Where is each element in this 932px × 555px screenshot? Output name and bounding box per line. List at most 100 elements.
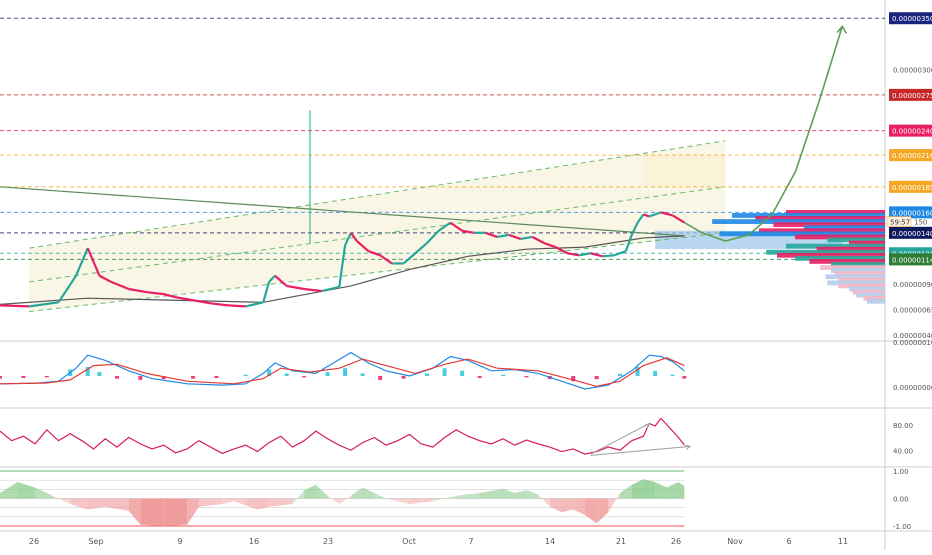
macd-histogram-bar bbox=[594, 376, 599, 380]
price-segment bbox=[402, 252, 417, 265]
price-segment bbox=[531, 235, 545, 245]
price-segment bbox=[426, 230, 440, 244]
price-axis-label: 0.00000040 bbox=[893, 332, 932, 340]
price-segment bbox=[578, 252, 591, 257]
osc-area-segment bbox=[409, 498, 433, 504]
price-segment bbox=[98, 274, 112, 283]
price-segment bbox=[304, 287, 322, 293]
price-segment bbox=[321, 285, 340, 293]
price-segment bbox=[228, 304, 246, 308]
time-axis-label: Sep bbox=[88, 537, 103, 546]
price-segment bbox=[567, 252, 580, 257]
price-segment bbox=[286, 284, 305, 291]
volume-profile-bar bbox=[831, 262, 885, 267]
price-segment bbox=[438, 221, 452, 232]
price-segment bbox=[338, 244, 347, 288]
price-segment bbox=[57, 275, 77, 303]
price-segment bbox=[636, 213, 645, 224]
osc-area-segment bbox=[362, 487, 375, 499]
channel-line-middle bbox=[29, 186, 726, 283]
macd-histogram-bar bbox=[670, 374, 675, 376]
macd-axis-label: 0.00000010 bbox=[893, 339, 932, 347]
macd-axis-label: 0.00000000 bbox=[893, 384, 932, 392]
osc-area-segment bbox=[479, 488, 504, 499]
volume-profile-bar bbox=[816, 246, 885, 252]
price-badge-label: 0.00000240 bbox=[892, 128, 932, 136]
price-segment bbox=[268, 274, 276, 283]
price-segment bbox=[379, 254, 393, 265]
rsi-trend-arrowhead bbox=[685, 444, 692, 450]
volume-profile-bar bbox=[755, 216, 885, 221]
volume-profile-bar bbox=[804, 225, 885, 231]
osc-area-segment bbox=[386, 498, 410, 504]
time-axis-label: Nov bbox=[727, 537, 743, 546]
osc-area-segment bbox=[52, 495, 71, 504]
countdown-badge bbox=[886, 216, 912, 227]
osc-area-segment bbox=[561, 498, 574, 513]
price-axis-label: 0.00000065 bbox=[893, 306, 932, 314]
price-segment bbox=[624, 234, 633, 252]
volume-profile-bar bbox=[786, 209, 885, 215]
osc-area-segment bbox=[233, 498, 246, 506]
rsi-line bbox=[0, 417, 685, 455]
osc-area-segment bbox=[17, 482, 36, 499]
macd-histogram-bar bbox=[682, 376, 687, 379]
price-segment bbox=[630, 222, 639, 236]
macd-histogram-bar bbox=[425, 373, 429, 376]
macd-line bbox=[0, 351, 685, 390]
time-axis-label: 14 bbox=[545, 537, 555, 546]
price-segment bbox=[75, 247, 89, 277]
macd-histogram-bar bbox=[524, 376, 529, 378]
time-axis-label: Oct bbox=[402, 537, 416, 546]
macd-histogram-bar bbox=[501, 374, 506, 376]
volume-profile-bar bbox=[825, 274, 885, 280]
forecast-arrowhead bbox=[836, 24, 847, 34]
osc-area-segment bbox=[327, 495, 340, 504]
osc-area-segment bbox=[549, 498, 562, 513]
price-badge-label: 0.00000114 bbox=[892, 256, 932, 264]
channel-line-upper bbox=[29, 140, 726, 249]
osc-area-segment bbox=[0, 482, 18, 499]
macd-histogram-bar bbox=[477, 376, 482, 379]
price-segment bbox=[520, 235, 533, 241]
macd-histogram-bar bbox=[618, 373, 623, 376]
macd-histogram-bar bbox=[243, 374, 248, 376]
osc-area-segment bbox=[526, 490, 539, 499]
time-axis-label: 16 bbox=[249, 537, 259, 546]
price-segment bbox=[672, 214, 685, 224]
osc-area-segment bbox=[163, 498, 188, 526]
time-axis-label: 26 bbox=[671, 537, 681, 546]
osc-area-segment bbox=[350, 487, 363, 499]
macd-histogram-bar bbox=[302, 376, 307, 378]
macd-histogram-bar bbox=[214, 376, 219, 379]
volume-profile-bar bbox=[719, 231, 885, 237]
osc-area-segment bbox=[257, 498, 270, 510]
volume-profile-bar bbox=[712, 219, 885, 224]
volume-profile-bar bbox=[838, 277, 885, 283]
price-segment bbox=[86, 247, 101, 277]
price-segment bbox=[262, 281, 271, 303]
volume-profile-bar bbox=[795, 234, 885, 240]
macd-histogram-bar bbox=[44, 376, 49, 378]
price-segment bbox=[449, 221, 463, 232]
osc-area-segment bbox=[666, 482, 679, 499]
volume-profile-bar bbox=[827, 280, 885, 286]
macd-histogram-bar bbox=[360, 373, 365, 376]
osc-area-segment bbox=[643, 479, 656, 499]
rsi-trend-arrowhead bbox=[644, 422, 651, 429]
osc-area-segment bbox=[584, 498, 597, 524]
volume-profile-bar bbox=[795, 255, 885, 261]
volume-profile-bar bbox=[766, 249, 885, 255]
volume-profile-bar bbox=[827, 237, 885, 243]
price-segment bbox=[274, 274, 288, 287]
time-axis-label: 11 bbox=[838, 537, 848, 546]
osc-area-segment bbox=[304, 484, 316, 499]
price-badge bbox=[889, 226, 932, 239]
osc-area-segment bbox=[140, 498, 164, 526]
price-segment bbox=[356, 240, 370, 253]
volume-profile-bar bbox=[863, 295, 885, 301]
osc-area-segment bbox=[245, 498, 258, 510]
macd-histogram-bar bbox=[343, 368, 348, 376]
